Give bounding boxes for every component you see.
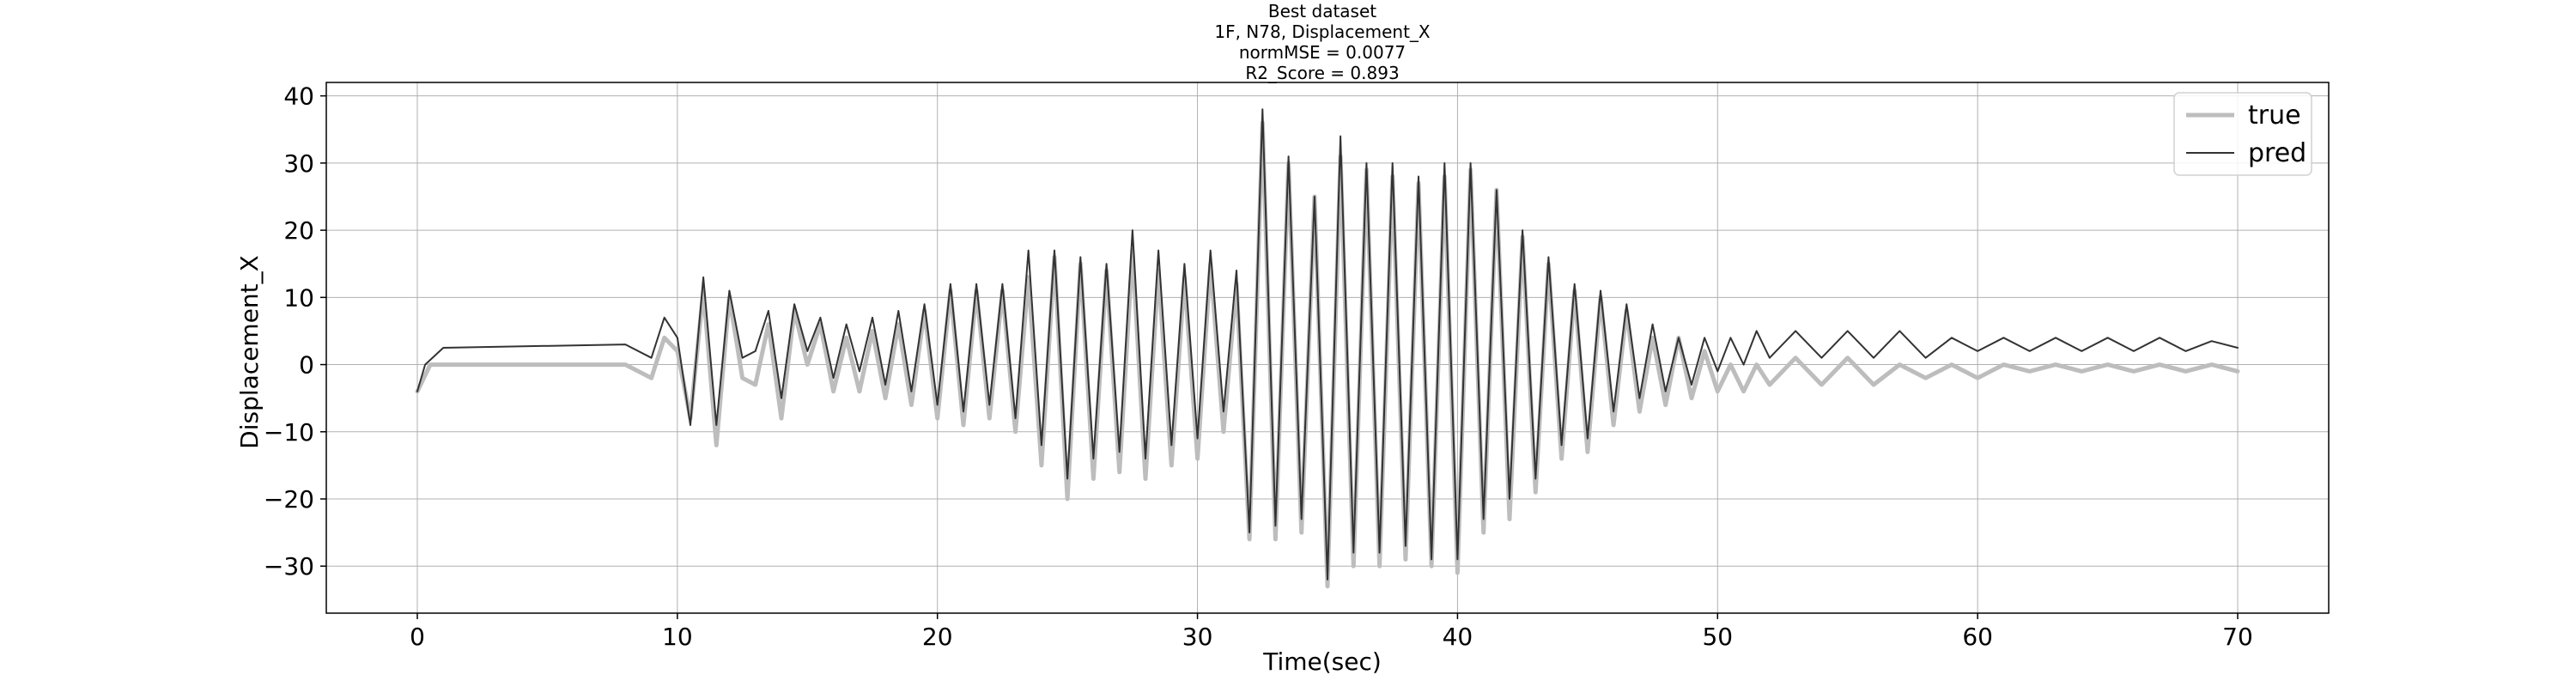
y-tick-label: 10 [283, 283, 314, 312]
y-tick-label: 0 [299, 351, 314, 380]
x-tick-label: 10 [662, 623, 693, 651]
y-tick-label: −30 [264, 552, 314, 581]
y-tick-label: −10 [264, 418, 314, 447]
chart-title: Best dataset 1F, N78, Displacement_X nor… [1214, 1, 1431, 83]
y-tick-label: 20 [283, 216, 314, 245]
legend-true-label: true [2248, 100, 2301, 131]
y-tick-label: 40 [283, 82, 314, 111]
y-tick-label: 30 [283, 149, 314, 178]
y-axis-label: Displacement_X [235, 255, 264, 449]
plot-frame [325, 82, 2330, 614]
x-tick-label: 50 [1702, 623, 1733, 651]
y-axis: −30 −20 −10 0 10 20 30 40 [264, 82, 326, 581]
x-axis: 0 10 20 30 40 50 60 70 [410, 613, 2253, 651]
y-tick-label: −20 [264, 485, 314, 514]
x-tick-label: 70 [2222, 623, 2253, 651]
series-layer [415, 108, 2240, 589]
x-tick-label: 40 [1443, 623, 1473, 651]
series-line-pred [416, 108, 2239, 581]
title-line-4: R2_Score = 0.893 [1245, 63, 1399, 83]
x-tick-label: 0 [410, 623, 425, 651]
title-line-2: 1F, N78, Displacement_X [1214, 21, 1431, 42]
x-tick-label: 30 [1182, 623, 1213, 651]
legend: true pred [2173, 92, 2312, 176]
legend-pred-label: pred [2248, 138, 2306, 168]
x-axis-label: Time(sec) [1262, 647, 1382, 676]
x-tick-label: 60 [1962, 623, 1993, 651]
x-tick-label: 20 [922, 623, 953, 651]
grid [326, 82, 2329, 613]
title-line-1: Best dataset [1268, 1, 1376, 21]
title-line-3: normMSE = 0.0077 [1239, 42, 1406, 63]
